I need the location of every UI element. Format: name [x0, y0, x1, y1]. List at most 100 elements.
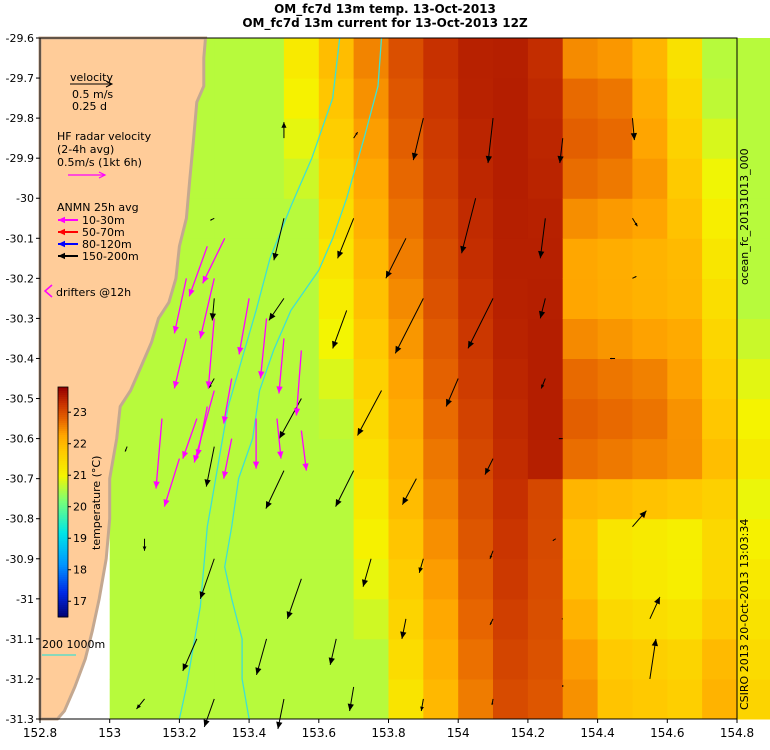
temperature-cell [597, 318, 633, 359]
legend-velocity-scale: 0.5 m/s [72, 88, 113, 101]
temperature-cell [318, 598, 355, 640]
colorbar-swatch [58, 513, 68, 516]
temperature-cell [214, 118, 250, 159]
temperature-cell [179, 518, 215, 560]
temperature-cell [632, 38, 668, 79]
temperature-cell [562, 598, 598, 640]
colorbar-swatch [58, 559, 68, 562]
temperature-cell [283, 158, 320, 199]
temperature-cell [493, 478, 529, 520]
model-current-arrow-shaft [357, 390, 382, 436]
colorbar-swatch [58, 401, 68, 404]
model-current-arrow-head [182, 663, 189, 671]
temperature-cell [527, 438, 564, 480]
hf-radar-arrow-head [198, 330, 205, 339]
hf-radar-arrow-shaft [173, 278, 188, 334]
model-current-arrow-shaft [412, 118, 424, 161]
temperature-cell [458, 78, 494, 119]
temperature-cell [388, 358, 424, 400]
colorbar-swatch [58, 423, 68, 426]
temperature-cell [597, 198, 633, 239]
temperature-cell [353, 478, 389, 520]
colorbar-swatch [58, 499, 68, 502]
temperature-cell [493, 398, 529, 440]
colorbar-swatch [58, 445, 68, 448]
temperature-cell [702, 678, 738, 720]
colorbar-swatch [58, 577, 68, 580]
hf-radar-arrow-shaft [155, 418, 163, 489]
temperature-cell [109, 598, 145, 640]
model-current-arrow [467, 298, 494, 349]
model-current-arrow [632, 218, 638, 227]
temperature-cell [667, 598, 703, 640]
temperature-cell [632, 238, 668, 279]
temperature-cell [458, 438, 494, 480]
colorbar-swatch [58, 509, 68, 512]
legend-hf-scale: 0.5m/s (1kt 6h) [57, 156, 142, 169]
temperature-cell [597, 558, 633, 600]
anmn-legend-arrow [58, 252, 78, 260]
hf-radar-arrow [276, 418, 284, 459]
colorbar-swatch [58, 607, 68, 610]
temperature-cell [249, 278, 285, 319]
temperature-cell [214, 558, 250, 600]
temperature-cell [388, 238, 424, 279]
temperature-cell [667, 38, 703, 79]
model-current-arrow-head [142, 546, 147, 551]
hf-radar-arrow-shaft [182, 418, 198, 459]
y-tick-label: -29.8 [6, 112, 34, 125]
hf-radar-arrows [153, 238, 309, 507]
map-title-line-1: OM_fc7d 13m temp. 13-Oct-2013 [274, 2, 496, 16]
x-tick-label: 152.8 [23, 726, 57, 740]
temperature-cell [249, 518, 285, 560]
temperature-cell [702, 78, 738, 119]
model-current-arrow-head [255, 667, 262, 675]
temperature-cell [179, 638, 215, 680]
model-current-arrow [411, 118, 424, 161]
colorbar-swatch [58, 399, 68, 402]
temperature-cell [632, 398, 668, 440]
hf-radar-arrow [252, 418, 260, 469]
temperature-cell [388, 558, 424, 600]
temperature-cell [597, 638, 633, 680]
model-current-arrow-head [268, 312, 276, 321]
model-current-arrow [485, 118, 494, 164]
model-current-arrow-head [485, 467, 491, 475]
temperature-cell [214, 78, 250, 119]
temperature-cell [423, 278, 459, 319]
y-tick-label: -30.4 [6, 352, 34, 365]
model-current-arrow-head [347, 703, 354, 711]
temperature-cell [388, 158, 424, 199]
temperature-cell [702, 598, 738, 640]
model-current-arrow-head [400, 631, 407, 639]
colorbar-swatch [58, 533, 68, 536]
temperature-cell [458, 278, 494, 319]
colorbar-swatch [58, 465, 68, 468]
model-current-arrow [347, 686, 355, 712]
model-current-arrow-shaft [273, 218, 285, 261]
temperature-cell [109, 558, 145, 600]
legend-velocity-arrowhead [105, 80, 114, 88]
hf-radar-arrow-head [202, 275, 209, 284]
hf-radar-arrow [300, 430, 309, 471]
temperature-cell [667, 278, 703, 319]
hf-radar-arrow [202, 238, 226, 284]
temperature-cell [667, 318, 703, 359]
model-current-arrow [136, 698, 145, 710]
hf-radar-arrow [221, 378, 233, 424]
model-current-arrow-head [286, 611, 293, 619]
hf-radar-arrow-shaft [278, 338, 285, 394]
temperature-cell [667, 158, 703, 199]
y-tick-label: -30 [16, 192, 34, 205]
temperature-cell [527, 518, 564, 560]
colorbar-swatch [58, 545, 68, 548]
temperature-cell [249, 598, 285, 640]
colorbar-swatch [58, 483, 68, 486]
temperature-cell [109, 518, 145, 560]
temperature-cell [493, 78, 529, 119]
y-tick-label: -31 [16, 593, 34, 606]
temperature-cell [493, 278, 529, 319]
colorbar-swatch [58, 537, 68, 540]
y-tick-label: -30.3 [6, 312, 34, 325]
model-current-arrow [272, 218, 285, 261]
